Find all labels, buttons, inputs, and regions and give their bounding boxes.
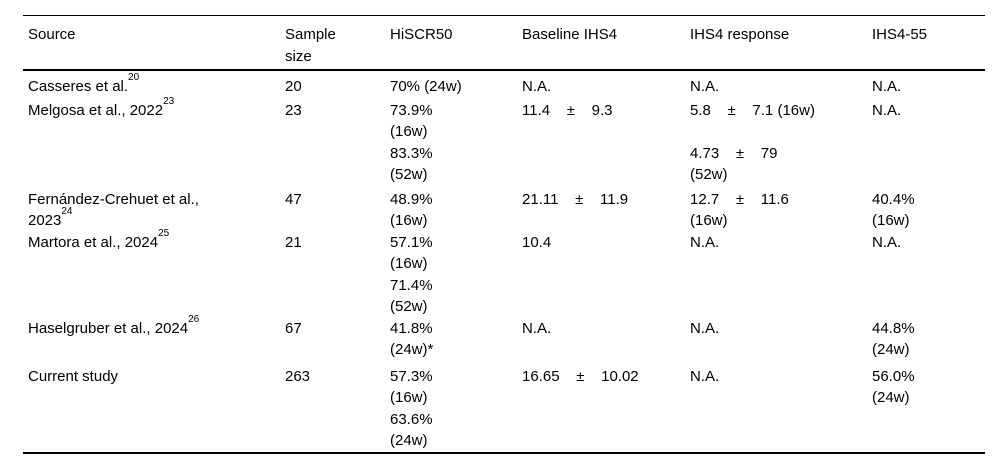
ihs4-response-cell: N.A. xyxy=(690,78,720,95)
hiscr50-cell: 57.1% (16w) 71.4% (52w) xyxy=(390,233,433,316)
baseline-ihs4-cell: N.A. xyxy=(522,319,552,337)
ihs4-55-cell: N.A. xyxy=(872,101,902,119)
col-header-source: Source xyxy=(23,15,285,71)
source-text: Fernández-Crehuet et al., 2023 xyxy=(28,190,199,230)
hiscr50-cell: 57.3% (16w) 63.6% (24w) xyxy=(390,367,433,450)
col-header-sample-size: Sample size xyxy=(285,15,390,71)
citation-superscript: 20 xyxy=(128,72,140,83)
table-row-fernandez-crehuet: Fernández-Crehuet et al., 202324 47 48.9… xyxy=(23,186,985,232)
source-text: Martora et al., 2024 xyxy=(28,233,159,251)
citation-superscript: 24 xyxy=(61,206,73,217)
ihs4-response-cell: N.A. xyxy=(690,233,720,251)
baseline-ihs4-cell: 11.4 ± 9.3 xyxy=(522,101,613,119)
ihs4-55-cell: N.A. xyxy=(872,233,902,251)
source-text: Current study xyxy=(28,367,119,385)
source-cell: Current study xyxy=(23,361,285,453)
ihs4-55-cell: 44.8% (24w) xyxy=(872,319,915,359)
ihs4-55-cell: 40.4% (16w) xyxy=(872,190,915,230)
study-comparison-table-wrap: Source Sample size HiSCR50 Baseline IHS4… xyxy=(23,15,985,454)
source-cell: Melgosa et al., 202223 xyxy=(23,95,285,186)
sample-size-cell: 23 xyxy=(285,101,302,119)
sample-size-cell: 47 xyxy=(285,190,302,208)
baseline-ihs4-cell: N.A. xyxy=(522,78,552,95)
source-text: Casseres et al. xyxy=(28,78,129,95)
sample-size-cell: 21 xyxy=(285,233,302,251)
sample-size-cell: 67 xyxy=(285,319,302,337)
hiscr50-cell: 41.8% (24w)* xyxy=(390,319,434,359)
sample-size-cell: 263 xyxy=(285,367,311,385)
baseline-ihs4-cell: 10.4 xyxy=(522,233,552,251)
hiscr50-cell: 73.9% (16w) 83.3% (52w) xyxy=(390,101,433,184)
source-text: Melgosa et al., 2022 xyxy=(28,101,164,119)
source-cell: Casseres et al.20 xyxy=(23,70,285,98)
citation-superscript: 23 xyxy=(163,95,175,107)
baseline-ihs4-cell: 21.11 ± 11.9 xyxy=(522,190,629,208)
table-row-casseres: Casseres et al.20 20 70% (24w) N.A. N.A.… xyxy=(23,70,985,98)
header-row: Source Sample size HiSCR50 Baseline IHS4… xyxy=(23,15,985,71)
table-row-martora: Martora et al., 202425 21 57.1% (16w) 71… xyxy=(23,228,985,318)
table-row-melgosa: Melgosa et al., 202223 23 73.9% (16w) 83… xyxy=(23,95,985,186)
ihs4-response-cell: N.A. xyxy=(690,367,720,385)
ihs4-55-cell: 56.0% (24w) xyxy=(872,367,915,407)
source-text: Haselgruber et al., 2024 xyxy=(28,319,189,337)
col-header-hiscr50: HiSCR50 xyxy=(390,15,522,71)
table-body: Casseres et al.20 20 70% (24w) N.A. N.A.… xyxy=(23,70,985,453)
hiscr50-cell: 48.9% (16w) xyxy=(390,190,433,230)
source-cell: Martora et al., 202425 xyxy=(23,228,285,318)
ihs4-55-cell: N.A. xyxy=(872,78,902,95)
source-cell: Haselgruber et al., 202426 xyxy=(23,314,285,361)
ihs4-response-cell: 12.7 ± 11.6 (16w) xyxy=(690,190,789,230)
citation-superscript: 26 xyxy=(188,313,200,325)
col-header-ihs4-55: IHS4-55 xyxy=(872,15,985,71)
col-header-ihs4-response: IHS4 response xyxy=(690,15,872,71)
ihs4-response-cell: 5.8 ± 7.1 (16w) 4.73 ± 79 (52w) xyxy=(690,101,815,184)
table-row-haselgruber: Haselgruber et al., 202426 67 41.8% (24w… xyxy=(23,314,985,361)
col-header-baseline-ihs4: Baseline IHS4 xyxy=(522,15,690,71)
study-comparison-table: Source Sample size HiSCR50 Baseline IHS4… xyxy=(23,15,985,454)
table-header: Source Sample size HiSCR50 Baseline IHS4… xyxy=(23,15,985,71)
hiscr50-cell: 70% (24w) xyxy=(390,78,462,95)
source-cell: Fernández-Crehuet et al., 202324 xyxy=(23,186,285,232)
sample-size-cell: 20 xyxy=(285,78,302,95)
table-row-current-study: Current study 263 57.3% (16w) 63.6% (24w… xyxy=(23,361,985,453)
baseline-ihs4-cell: 16.65 ± 10.02 xyxy=(522,367,639,385)
citation-superscript: 25 xyxy=(158,227,170,239)
ihs4-response-cell: N.A. xyxy=(690,319,720,337)
